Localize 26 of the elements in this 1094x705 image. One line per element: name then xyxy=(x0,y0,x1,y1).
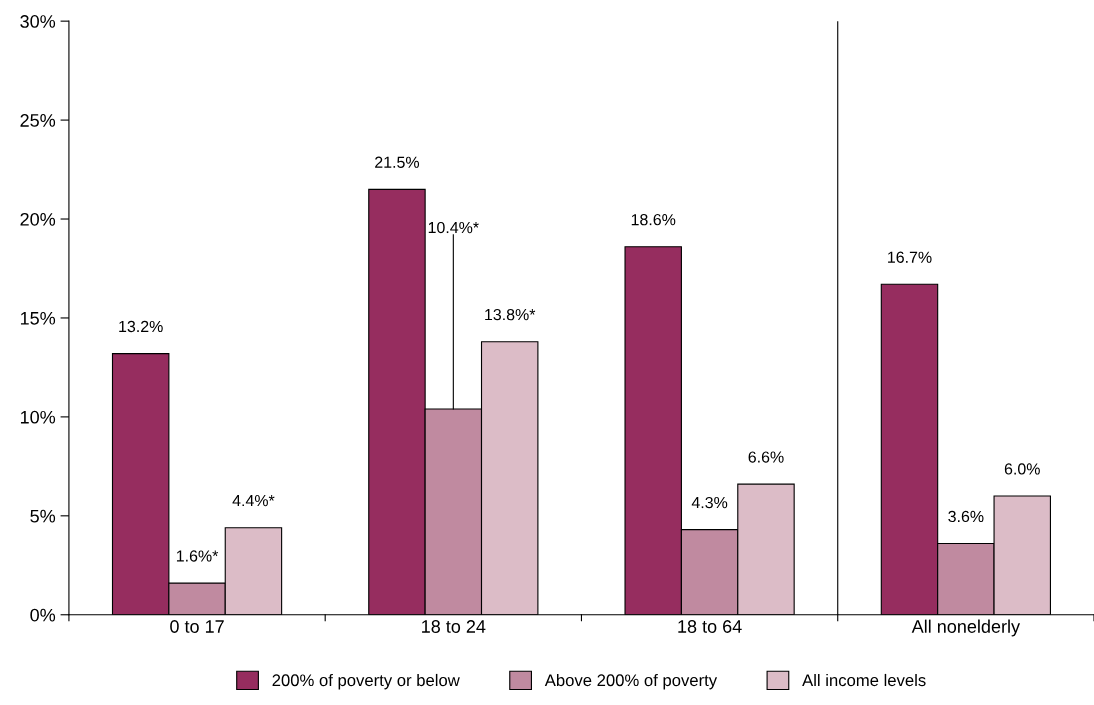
x-tick-label: 0 to 17 xyxy=(170,620,224,633)
data-label: 4.3% xyxy=(691,496,728,509)
y-tick-label: 0% xyxy=(30,608,56,622)
y-tick-label: 5% xyxy=(30,509,56,523)
data-label: 3.6% xyxy=(948,510,984,523)
data-label: 13.2% xyxy=(119,320,163,333)
data-label: 18.6% xyxy=(631,213,676,226)
y-tick-label: 10% xyxy=(20,410,56,424)
x-tick-label: 18 to 64 xyxy=(678,620,742,633)
y-tick-label: 30% xyxy=(20,15,56,28)
legend-label: Above 200% of poverty xyxy=(544,673,718,690)
data-label: 6.6% xyxy=(748,451,784,463)
data-label: 6.0% xyxy=(1004,463,1040,475)
data-label: 13.8%* xyxy=(485,308,536,321)
y-tick-label: 20% xyxy=(20,212,56,226)
legend-label: 200% of poverty or below xyxy=(272,673,460,690)
x-tick-label: 18 to 24 xyxy=(422,620,486,633)
legend-label: All income levels xyxy=(802,673,926,687)
data-label: 1.6%* xyxy=(176,550,219,562)
data-label: 4.4%* xyxy=(232,495,275,507)
data-label: 16.7% xyxy=(888,251,932,263)
y-tick-label: 15% xyxy=(20,311,56,325)
x-tick-label: All nonelderly xyxy=(911,619,1021,637)
data-label: 21.5% xyxy=(375,156,420,168)
data-label: 10.4%* xyxy=(428,221,479,234)
y-tick-label: 25% xyxy=(20,114,56,127)
